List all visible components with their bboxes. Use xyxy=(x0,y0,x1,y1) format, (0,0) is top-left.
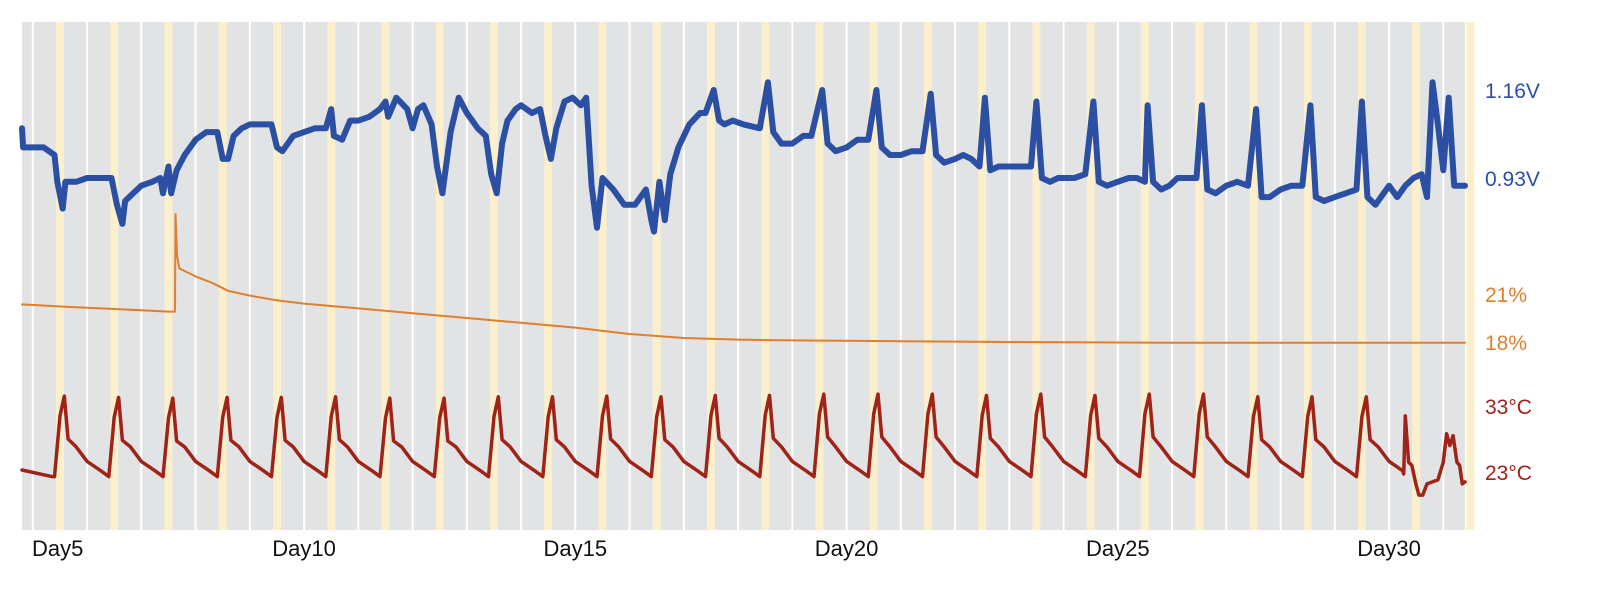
daylight-band xyxy=(1140,22,1149,530)
daylight-band xyxy=(218,22,227,530)
percent-axis-label: 18% xyxy=(1485,332,1527,355)
daylight-band xyxy=(761,22,770,530)
daylight-band xyxy=(1249,22,1258,530)
daylight-band xyxy=(1466,22,1475,530)
x-tick-label: Day5 xyxy=(32,536,83,561)
daylight-band xyxy=(1032,22,1041,530)
plot-background xyxy=(22,22,1465,530)
daylight-band xyxy=(273,22,281,530)
x-tick-label: Day25 xyxy=(1086,536,1150,561)
daylight-band xyxy=(110,22,119,530)
daylight-band xyxy=(1357,22,1366,530)
daylight-band xyxy=(56,22,64,530)
grid-lines xyxy=(31,22,1445,530)
series-lines xyxy=(19,79,1468,497)
daylight-band xyxy=(490,22,498,530)
temperature-series-line xyxy=(20,392,1467,497)
daylight-band xyxy=(978,22,987,530)
voltage-series-line xyxy=(19,79,1468,235)
voltage-axis-label: 0.93V xyxy=(1485,168,1540,191)
x-tick-label: Day15 xyxy=(544,536,608,561)
daylight-band xyxy=(1412,22,1421,530)
daylight-band xyxy=(1086,22,1095,530)
daylight-band xyxy=(923,22,932,530)
daylight-band xyxy=(435,22,444,530)
daylight-band xyxy=(544,22,553,530)
percent-axis-label: 21% xyxy=(1485,284,1527,307)
daylight-band xyxy=(815,22,824,530)
daylight-band xyxy=(1195,22,1204,530)
daylight-band xyxy=(869,22,878,530)
daylight-band xyxy=(327,22,336,530)
daylight-band xyxy=(1303,22,1312,530)
daylight-band xyxy=(164,22,173,530)
axis-labels: 1.16V 0.93V 21% 18% 33°C 23°C xyxy=(1485,80,1540,485)
temperature-axis-label: 23°C xyxy=(1485,462,1532,485)
x-tick-label: Day10 xyxy=(272,536,336,561)
x-tick-label: Day30 xyxy=(1357,536,1421,561)
daylight-band xyxy=(707,22,715,530)
x-axis-ticks: Day5 Day10 Day15 Day20 Day25 Day30 xyxy=(32,536,1421,561)
x-tick-label: Day20 xyxy=(815,536,879,561)
daylight-band xyxy=(652,22,661,530)
voltage-axis-label: 1.16V xyxy=(1485,80,1540,103)
daylight-bands xyxy=(56,22,1475,530)
daylight-band xyxy=(598,22,607,530)
daylight-band xyxy=(381,22,390,530)
temperature-axis-label: 33°C xyxy=(1485,396,1532,419)
percent-series-line xyxy=(21,213,1466,344)
